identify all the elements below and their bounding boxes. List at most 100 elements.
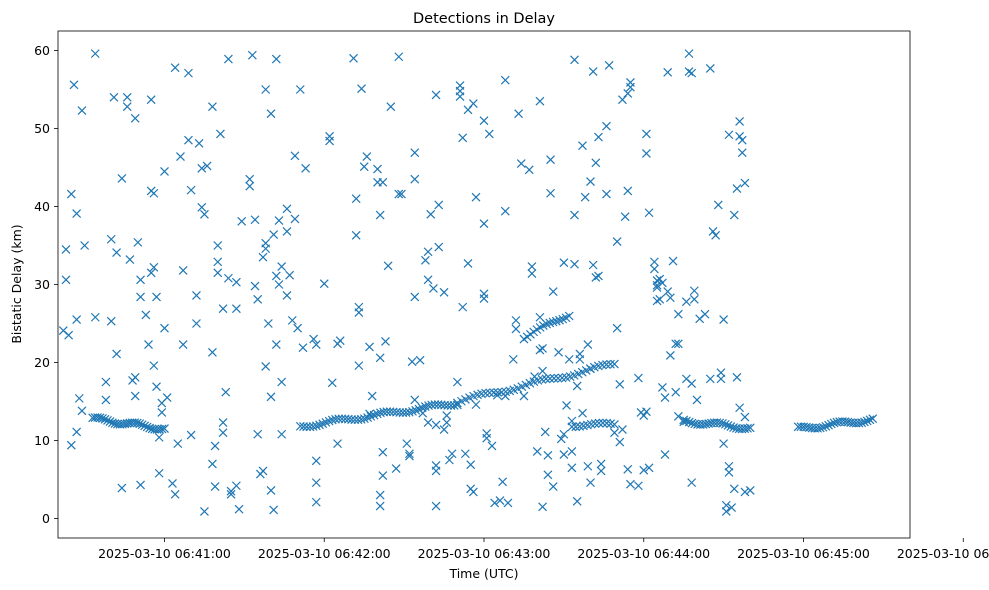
detection-marker bbox=[482, 429, 492, 438]
detection-marker bbox=[479, 294, 489, 303]
detection-marker bbox=[103, 416, 112, 425]
detection-marker bbox=[315, 420, 324, 430]
detection-marker bbox=[415, 355, 425, 365]
detection-marker bbox=[553, 373, 563, 383]
y-axis-label: Bistatic Delay (km) bbox=[9, 224, 24, 343]
detection-marker bbox=[98, 413, 107, 423]
detection-marker bbox=[692, 395, 702, 405]
detection-marker bbox=[578, 141, 587, 151]
detection-marker bbox=[149, 188, 159, 198]
detection-marker bbox=[545, 374, 555, 383]
detection-marker bbox=[559, 258, 569, 268]
detection-marker bbox=[192, 290, 201, 300]
detection-marker bbox=[208, 102, 217, 112]
detection-marker bbox=[407, 357, 417, 367]
detection-marker bbox=[112, 248, 121, 257]
detection-marker bbox=[109, 92, 119, 102]
detection-marker bbox=[503, 498, 513, 508]
detection-marker bbox=[133, 237, 143, 247]
detection-marker bbox=[186, 430, 196, 440]
detection-marker bbox=[644, 208, 654, 218]
detection-marker bbox=[130, 113, 140, 123]
detection-marker bbox=[673, 309, 683, 319]
detection-marker bbox=[562, 400, 571, 410]
detection-marker bbox=[210, 441, 220, 451]
detection-marker bbox=[530, 372, 540, 381]
detection-marker bbox=[606, 359, 615, 369]
detection-marker bbox=[80, 241, 90, 250]
detection-marker bbox=[652, 280, 662, 290]
detection-marker bbox=[170, 489, 180, 499]
detection-marker bbox=[854, 418, 864, 428]
detection-marker bbox=[383, 261, 393, 271]
detection-marker bbox=[410, 174, 420, 184]
detection-marker bbox=[299, 422, 308, 432]
detection-marker bbox=[679, 417, 689, 427]
detection-marker bbox=[862, 416, 872, 426]
detection-marker bbox=[77, 406, 87, 416]
detection-marker bbox=[737, 135, 747, 145]
detection-marker bbox=[258, 466, 268, 476]
detection-marker bbox=[652, 296, 662, 306]
detection-marker bbox=[391, 464, 401, 474]
detection-marker bbox=[540, 427, 550, 437]
detection-marker bbox=[524, 165, 534, 175]
detection-marker bbox=[591, 273, 601, 282]
detection-marker bbox=[588, 67, 598, 76]
detection-marker bbox=[162, 393, 172, 403]
detection-marker bbox=[334, 414, 344, 424]
detection-marker bbox=[72, 315, 82, 325]
detection-marker bbox=[546, 155, 555, 165]
detection-marker bbox=[655, 294, 665, 304]
detection-marker bbox=[200, 507, 209, 516]
detection-marker bbox=[149, 361, 159, 371]
detection-marker bbox=[455, 92, 465, 101]
detection-marker bbox=[231, 277, 241, 287]
detection-marker bbox=[580, 192, 590, 202]
detection-marker bbox=[655, 274, 665, 284]
x-tick-label: 2025-03-10 06:42:00 bbox=[258, 546, 391, 561]
detection-marker bbox=[466, 460, 476, 470]
detection-marker bbox=[431, 501, 441, 511]
detection-marker bbox=[602, 418, 612, 428]
detection-marker bbox=[516, 159, 526, 169]
y-tick-label: 50 bbox=[34, 121, 50, 136]
detection-marker bbox=[101, 377, 111, 387]
detection-marker bbox=[663, 67, 673, 77]
detection-marker bbox=[610, 419, 619, 429]
detection-marker bbox=[601, 360, 611, 369]
detection-marker bbox=[245, 174, 255, 184]
detection-marker bbox=[261, 85, 271, 94]
detection-marker bbox=[266, 485, 276, 495]
detection-marker bbox=[365, 342, 374, 352]
detection-marker bbox=[716, 368, 726, 378]
detection-marker bbox=[202, 161, 212, 171]
detection-marker bbox=[141, 310, 151, 320]
detection-marker bbox=[594, 418, 604, 428]
detection-marker bbox=[511, 324, 521, 334]
detection-marker bbox=[137, 420, 147, 430]
detection-marker bbox=[410, 292, 420, 302]
detection-marker bbox=[556, 434, 566, 444]
detection-marker bbox=[108, 418, 117, 428]
detection-marker bbox=[145, 423, 155, 433]
x-tick-label: 2025-03-10 06:45:00 bbox=[737, 546, 870, 561]
detection-marker bbox=[95, 413, 105, 423]
detection-marker bbox=[682, 416, 691, 426]
detection-marker bbox=[354, 361, 364, 371]
detection-marker bbox=[290, 214, 300, 224]
detection-marker bbox=[423, 418, 433, 427]
detection-marker bbox=[311, 421, 321, 431]
detection-marker bbox=[719, 439, 729, 449]
detection-marker bbox=[130, 391, 140, 401]
detection-marker bbox=[463, 259, 473, 268]
detection-marker bbox=[394, 52, 404, 62]
detection-marker bbox=[583, 340, 593, 349]
detection-marker bbox=[729, 423, 739, 432]
detection-marker bbox=[357, 84, 366, 94]
detection-marker bbox=[570, 210, 579, 220]
detection-marker bbox=[649, 257, 659, 267]
detection-marker bbox=[484, 129, 494, 139]
detection-marker bbox=[253, 294, 263, 304]
